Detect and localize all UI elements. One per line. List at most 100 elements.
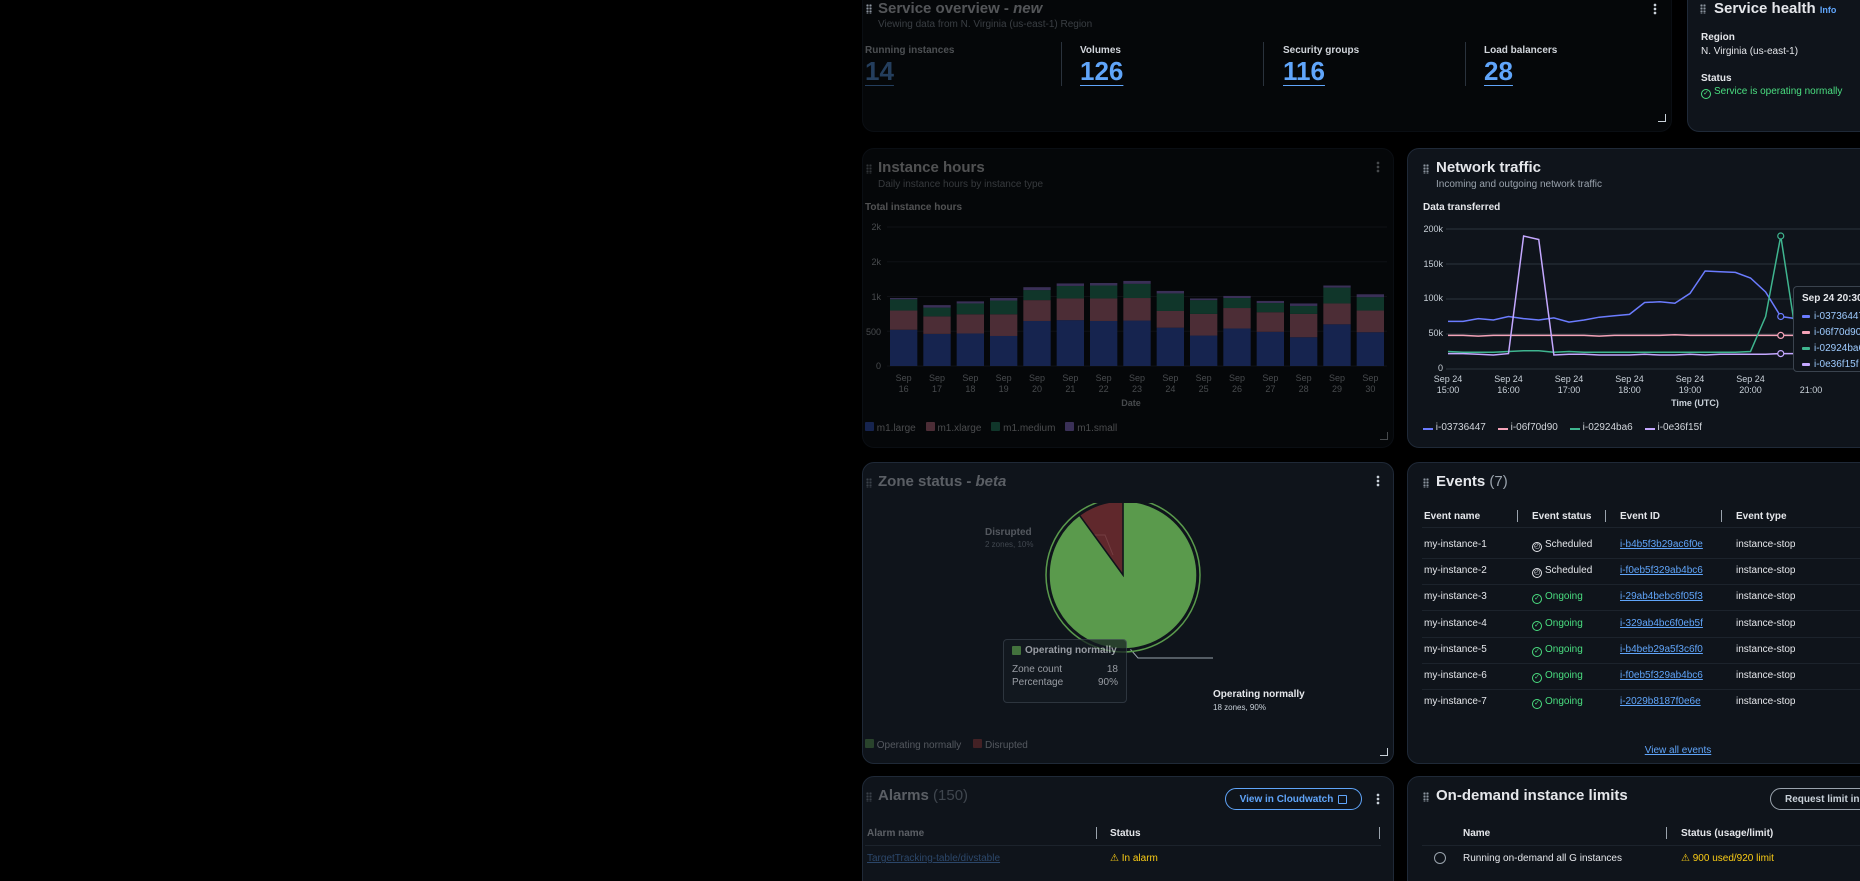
kpi-value-security-groups[interactable]: 116	[1283, 56, 1325, 86]
column-header[interactable]: Status	[1110, 828, 1141, 839]
bar-segment	[1090, 285, 1118, 299]
column-header[interactable]: Event ID	[1620, 511, 1661, 522]
drag-handle-icon[interactable]	[866, 792, 872, 802]
legend-item[interactable]: Operating normally	[865, 739, 961, 751]
header-divider	[1422, 845, 1860, 846]
x-tick-day: 29	[1332, 384, 1342, 394]
column-header[interactable]: Status (usage/limit)	[1681, 828, 1774, 839]
legend-item[interactable]: Disrupted	[973, 739, 1028, 751]
hover-point	[1777, 331, 1785, 340]
column-divider[interactable]	[1517, 510, 1518, 522]
check-circle-icon: ✓	[1532, 594, 1542, 604]
table-row: my-instance-5 ✓ Ongoing i-b4beb29a5f3c6f0 in…	[1408, 640, 1860, 662]
x-tick-month: Sep	[1129, 373, 1145, 383]
event-name: my-instance-6	[1424, 670, 1487, 681]
more-options-icon[interactable]	[1376, 793, 1380, 805]
kpi-value-load-balancers[interactable]: 28	[1484, 56, 1513, 86]
bar-segment	[1323, 287, 1351, 304]
legend-item[interactable]: i-06f70d90	[1497, 422, 1558, 433]
event-name: my-instance-5	[1424, 644, 1487, 655]
event-type: instance-stop	[1736, 696, 1796, 707]
row-radio[interactable]	[1434, 852, 1446, 864]
bar-segment	[1290, 313, 1318, 338]
drag-handle-icon[interactable]	[1423, 792, 1429, 802]
table-row: my-instance-4 ✓ Ongoing i-329ab4bc6f0eb5f in…	[1408, 614, 1860, 636]
series-line	[1448, 333, 1811, 337]
column-divider[interactable]	[1666, 827, 1667, 839]
series-line	[1448, 270, 1811, 323]
service-health-title: Service health Info	[1714, 0, 1837, 17]
bar-segment	[1223, 298, 1251, 309]
kpi-value-running-instances[interactable]: 14	[865, 56, 894, 86]
view-all-events-link[interactable]: View all events	[1644, 745, 1712, 756]
service-status: ✓ Service is operating normally	[1701, 86, 1842, 99]
event-id-link[interactable]: i-b4b5f3b29ac6f0e	[1620, 539, 1703, 550]
legend-item[interactable]: m1.medium	[991, 422, 1055, 434]
drag-handle-icon[interactable]	[866, 4, 872, 14]
table-row: my-instance-3 ✓ Ongoing i-29ab4bebc6f05f3 in…	[1408, 587, 1860, 609]
legend-item[interactable]: m1.small	[1065, 422, 1117, 434]
legend-item[interactable]: i-0e36f15f	[1644, 422, 1702, 433]
kpi-label-load-balancers: Load balancers	[1484, 45, 1558, 56]
event-type: instance-stop	[1736, 618, 1796, 629]
column-header[interactable]: Alarm name	[867, 828, 925, 839]
bar-segment	[1356, 297, 1384, 311]
column-header[interactable]: Event type	[1736, 511, 1787, 522]
event-id-link[interactable]: i-29ab4bebc6f05f3	[1620, 591, 1703, 602]
drag-handle-icon[interactable]	[866, 478, 872, 488]
x-tick-time: 16:00	[1497, 385, 1520, 395]
instance-hours-panel: Instance hours Daily instance hours by i…	[862, 148, 1394, 448]
drag-handle-icon[interactable]	[1700, 4, 1706, 14]
more-options-icon[interactable]	[1376, 161, 1380, 173]
y-tick: 150k	[1423, 259, 1443, 269]
bar-segment	[890, 310, 918, 330]
y-tick: 200k	[1423, 224, 1443, 234]
column-header[interactable]: Event name	[1424, 511, 1481, 522]
legend-item[interactable]: i-02924ba6	[1569, 422, 1633, 433]
event-id-link[interactable]: i-f0eb5f329ab4bc6	[1620, 670, 1703, 681]
column-divider[interactable]	[1605, 510, 1606, 522]
x-tick-date: Sep 24	[1676, 374, 1705, 384]
chart-label: Total instance hours	[865, 202, 963, 213]
request-limit-increase-button[interactable]: Request limit in	[1770, 788, 1860, 810]
view-in-cloudwatch-button[interactable]: View in Cloudwatch	[1225, 788, 1362, 810]
event-id-link[interactable]: i-f0eb5f329ab4bc6	[1620, 565, 1703, 576]
resize-handle-icon[interactable]	[1380, 432, 1388, 440]
column-divider[interactable]	[1379, 827, 1380, 839]
service-overview-title: Service overview - new	[878, 0, 1043, 17]
warning-icon: ⚠	[1110, 853, 1119, 864]
column-header[interactable]: Name	[1463, 828, 1491, 839]
column-divider[interactable]	[1096, 827, 1097, 839]
kpi-divider	[1465, 42, 1466, 86]
bar-segment	[990, 314, 1018, 336]
more-options-icon[interactable]	[1653, 3, 1657, 15]
bar-segment	[923, 307, 951, 317]
zone-status-title: Zone status - beta	[878, 473, 1007, 490]
drag-handle-icon[interactable]	[1423, 478, 1429, 488]
x-tick-time: 17:00	[1558, 385, 1581, 395]
column-divider[interactable]	[1721, 510, 1722, 522]
alarm-name-link[interactable]: TargetTracking-table/divstable	[867, 853, 1001, 864]
x-tick-day: 22	[1099, 384, 1109, 394]
event-id-link[interactable]: i-b4beb29a5f3c6f0	[1620, 644, 1703, 655]
legend-item[interactable]: i-03736447	[1423, 422, 1486, 433]
column-header[interactable]: Event status	[1532, 511, 1592, 522]
drag-handle-icon[interactable]	[866, 164, 872, 174]
event-type: instance-stop	[1736, 670, 1796, 681]
bar-segment	[1323, 324, 1351, 366]
resize-handle-icon[interactable]	[1658, 114, 1666, 122]
event-id-link[interactable]: i-329ab4bc6f0eb5f	[1620, 618, 1703, 629]
alarms-title: Alarms (150)	[878, 787, 969, 804]
legend-item[interactable]: m1.large	[865, 422, 916, 434]
bar-segment	[1290, 305, 1318, 314]
drag-handle-icon[interactable]	[1423, 164, 1429, 174]
check-circle-icon: ✓	[1532, 699, 1542, 709]
resize-handle-icon[interactable]	[1380, 748, 1388, 756]
kpi-value-volumes[interactable]: 126	[1080, 56, 1124, 86]
info-link[interactable]: Info	[1819, 5, 1837, 15]
more-options-icon[interactable]	[1376, 475, 1380, 487]
event-id-link[interactable]: i-2029b8187f0e6e	[1620, 696, 1701, 707]
legend-item[interactable]: m1.xlarge	[925, 422, 981, 434]
region-label: Region	[1701, 32, 1735, 43]
bar-segment	[1156, 310, 1184, 328]
